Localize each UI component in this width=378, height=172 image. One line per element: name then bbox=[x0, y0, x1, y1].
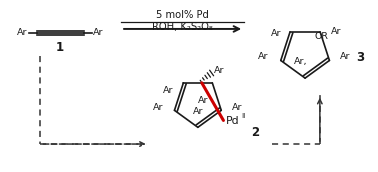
Text: Ar: Ar bbox=[214, 66, 224, 74]
Text: ROH, K₂S₂O₈: ROH, K₂S₂O₈ bbox=[152, 22, 213, 32]
Text: Ar: Ar bbox=[153, 103, 164, 112]
Text: Ar: Ar bbox=[17, 28, 28, 37]
Text: 1: 1 bbox=[56, 41, 64, 54]
Text: 5 mol% Pd: 5 mol% Pd bbox=[156, 10, 209, 20]
Text: Ar: Ar bbox=[198, 96, 208, 105]
Text: Ar: Ar bbox=[193, 108, 203, 116]
Text: Pd: Pd bbox=[225, 116, 239, 126]
Text: 3: 3 bbox=[356, 51, 364, 64]
Text: Ar: Ar bbox=[331, 27, 341, 36]
Text: Ar: Ar bbox=[163, 86, 174, 95]
Text: Ar,: Ar, bbox=[293, 57, 307, 66]
Text: 2: 2 bbox=[251, 126, 259, 139]
Text: Ar: Ar bbox=[271, 29, 281, 38]
Text: OR: OR bbox=[315, 32, 329, 41]
Text: Ar: Ar bbox=[257, 52, 268, 61]
Text: Ar: Ar bbox=[232, 103, 243, 112]
Text: Ar: Ar bbox=[93, 28, 103, 37]
Text: Ar: Ar bbox=[340, 52, 351, 61]
Text: II: II bbox=[241, 114, 245, 120]
